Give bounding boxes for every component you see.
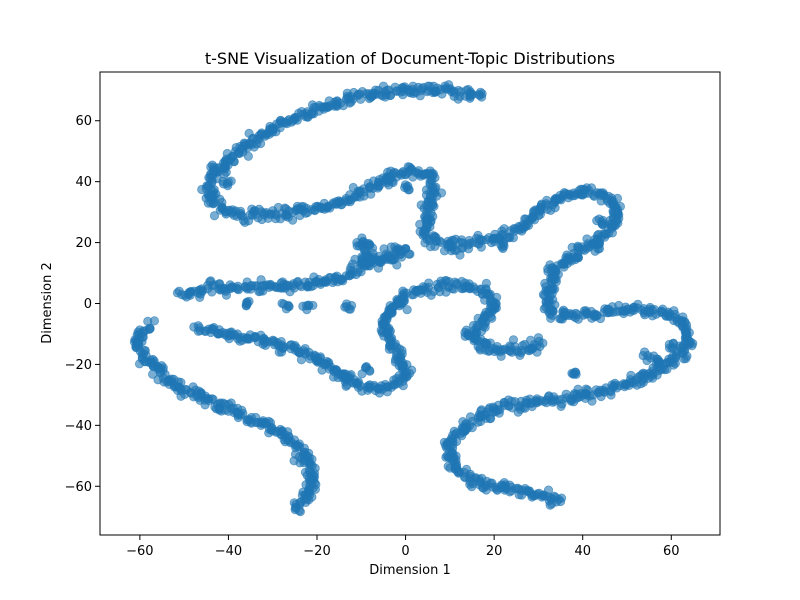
x-tick-label: −60 bbox=[126, 544, 153, 559]
data-point bbox=[319, 360, 329, 370]
data-point bbox=[664, 339, 674, 350]
data-point bbox=[341, 369, 351, 379]
y-tick-label: 40 bbox=[75, 175, 92, 190]
data-point bbox=[264, 129, 274, 139]
scatter-points bbox=[129, 80, 698, 517]
x-tick-label: 20 bbox=[486, 544, 503, 559]
data-point bbox=[546, 313, 556, 323]
data-point bbox=[560, 311, 570, 321]
data-point bbox=[392, 260, 402, 270]
data-point bbox=[538, 338, 548, 348]
data-point bbox=[209, 162, 219, 172]
x-tick-label: 60 bbox=[663, 544, 680, 559]
data-point bbox=[628, 376, 638, 387]
data-point bbox=[365, 366, 375, 376]
data-point bbox=[398, 286, 408, 296]
data-point bbox=[308, 300, 318, 311]
x-tick-label: 0 bbox=[401, 544, 409, 559]
data-point bbox=[145, 323, 155, 334]
data-point bbox=[197, 184, 207, 195]
data-point bbox=[374, 257, 385, 267]
x-tick-label: −20 bbox=[303, 544, 330, 559]
data-point bbox=[428, 200, 438, 210]
chart-title: t-SNE Visualization of Document-Topic Di… bbox=[205, 49, 615, 68]
data-point bbox=[515, 404, 525, 414]
data-point bbox=[555, 496, 566, 507]
data-point bbox=[181, 385, 192, 395]
data-point bbox=[352, 237, 362, 248]
y-tick-label: 0 bbox=[84, 297, 92, 312]
data-point bbox=[283, 427, 293, 437]
data-point bbox=[405, 249, 415, 259]
data-point bbox=[436, 276, 446, 286]
data-point bbox=[232, 407, 242, 418]
data-point bbox=[496, 345, 506, 355]
y-tick-label: −60 bbox=[65, 480, 92, 495]
data-point bbox=[345, 265, 355, 275]
data-point bbox=[386, 305, 396, 315]
data-point bbox=[274, 119, 285, 129]
data-point bbox=[508, 335, 519, 345]
data-point bbox=[221, 167, 231, 177]
data-point bbox=[499, 241, 509, 251]
data-point bbox=[209, 211, 220, 221]
data-point bbox=[404, 368, 415, 379]
data-point bbox=[340, 302, 350, 312]
data-point bbox=[494, 408, 504, 418]
data-point bbox=[134, 359, 145, 369]
data-point bbox=[642, 355, 652, 366]
data-point bbox=[228, 205, 238, 215]
data-point bbox=[294, 506, 304, 516]
data-point bbox=[242, 297, 252, 307]
x-tick-label: 40 bbox=[574, 544, 591, 559]
data-point bbox=[368, 248, 378, 258]
data-point bbox=[607, 302, 617, 312]
data-point bbox=[635, 371, 645, 381]
y-tick-label: 20 bbox=[75, 236, 92, 251]
data-point bbox=[243, 151, 253, 161]
data-point bbox=[542, 195, 552, 205]
data-point bbox=[464, 331, 474, 341]
data-point bbox=[266, 425, 276, 435]
data-point bbox=[384, 174, 395, 184]
x-axis-label: Dimension 1 bbox=[369, 563, 451, 578]
data-point bbox=[681, 353, 691, 364]
data-point bbox=[222, 179, 232, 189]
data-point bbox=[208, 198, 219, 208]
data-point bbox=[571, 369, 581, 379]
data-point bbox=[557, 399, 567, 409]
data-point bbox=[283, 212, 293, 222]
y-axis-label: Dimension 2 bbox=[40, 262, 55, 344]
data-point bbox=[283, 434, 293, 445]
data-point bbox=[424, 278, 434, 288]
data-point bbox=[639, 347, 650, 357]
data-point bbox=[396, 252, 407, 262]
y-tick-label: −20 bbox=[65, 358, 92, 373]
data-point bbox=[232, 283, 242, 293]
data-point bbox=[426, 290, 436, 300]
data-point bbox=[571, 308, 581, 318]
x-tick-label: −40 bbox=[215, 544, 242, 559]
data-point bbox=[594, 244, 605, 254]
data-point bbox=[402, 182, 412, 193]
data-point bbox=[281, 304, 291, 314]
y-tick-label: −40 bbox=[65, 419, 92, 434]
data-point bbox=[597, 217, 607, 227]
data-point bbox=[378, 91, 388, 101]
data-point bbox=[547, 263, 557, 273]
data-point bbox=[402, 305, 412, 315]
data-point bbox=[200, 400, 210, 410]
data-point bbox=[655, 358, 665, 368]
data-point bbox=[394, 298, 405, 308]
data-point bbox=[412, 286, 423, 297]
axes: −60 −40 −20 0 20 40 60 −60 −40 −20 0 20 40 60 bbox=[65, 71, 721, 559]
data-point bbox=[549, 275, 559, 285]
data-point bbox=[291, 440, 301, 450]
data-point bbox=[443, 242, 453, 252]
y-tick-label: 60 bbox=[75, 114, 92, 129]
data-point bbox=[356, 94, 366, 104]
